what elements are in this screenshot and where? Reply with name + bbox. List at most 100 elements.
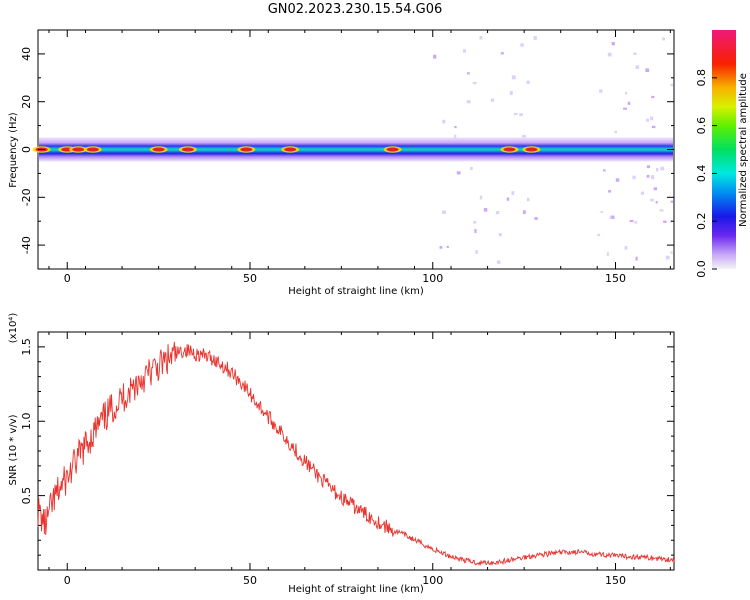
noise-speck	[670, 83, 673, 87]
noise-speck	[653, 187, 658, 191]
colorbar-tick-label: 0.8	[695, 69, 708, 87]
noise-speck	[533, 36, 537, 40]
noise-speck	[467, 72, 470, 75]
noise-speck	[633, 52, 637, 55]
snr-y-multiplier: (x10⁴)	[8, 313, 19, 344]
noise-speck	[624, 246, 628, 250]
spectrogram-panel: 0 50 100 150 -40 -20 0 20 40 Height of straight …	[8, 29, 675, 297]
noise-speck	[614, 130, 618, 134]
noise-speck	[523, 210, 526, 215]
noise-speck	[615, 178, 620, 182]
snr-ylabel: SNR (10 * v/v)	[8, 414, 19, 485]
noise-speck	[599, 89, 603, 93]
noise-speck	[645, 68, 650, 73]
noise-speck	[660, 166, 665, 171]
noise-speck	[526, 80, 530, 85]
noise-speck	[433, 54, 437, 59]
noise-speck	[659, 209, 664, 212]
spectral-peak	[503, 147, 516, 152]
noise-speck	[655, 201, 658, 204]
noise-speck	[635, 256, 638, 261]
noise-speck	[663, 220, 667, 223]
noise-speck	[627, 101, 631, 105]
snr-plot-area	[37, 341, 675, 566]
noise-speck	[513, 112, 518, 116]
spectrogram-ytick-label: 20	[20, 95, 33, 109]
noise-speck	[623, 107, 627, 110]
noise-speck	[439, 246, 443, 249]
spectral-peak	[525, 147, 538, 152]
snr-xtick-label: 50	[243, 574, 257, 587]
spectrogram-plot-area	[32, 36, 674, 264]
noise-speck	[442, 210, 446, 215]
noise-speck	[474, 228, 477, 233]
noise-speck	[669, 220, 673, 223]
noise-speck	[611, 41, 615, 46]
spectral-peak	[386, 147, 399, 152]
snr-ytick-label: 1.5	[20, 338, 33, 356]
snr-frame	[37, 331, 675, 571]
noise-speck	[506, 197, 510, 201]
spectrogram-axes: 0 50 100 150 -40 -20 0 20 40	[20, 29, 674, 285]
noise-speck	[526, 197, 530, 202]
noise-speck	[498, 233, 502, 237]
noise-speck	[632, 175, 636, 180]
spectrogram-ytick-label: 40	[20, 47, 33, 61]
noise-speck	[670, 251, 673, 254]
noise-speck	[603, 169, 606, 172]
spectrogram-xtick-label: 50	[243, 272, 257, 285]
noise-speck	[470, 166, 473, 171]
spectrogram-xtick-label: 150	[605, 272, 626, 285]
colorbar: 0.0 0.2 0.4 0.6 0.8 Normalized spectral ampl…	[695, 30, 749, 278]
spectral-band	[39, 137, 673, 162]
noise-speck	[597, 233, 601, 237]
snr-xtick-label: 100	[422, 574, 443, 587]
spectral-peak	[240, 147, 253, 152]
snr-axes: 0 50 100 150 0.5 1.0 1.5	[20, 332, 674, 587]
noise-speck	[646, 165, 650, 169]
noise-speck	[454, 125, 457, 129]
colorbar-tick-label: 0.0	[695, 260, 708, 278]
noise-speck	[442, 119, 446, 124]
noise-speck	[519, 113, 523, 117]
noise-speck	[495, 211, 500, 215]
noise-speck	[500, 52, 504, 55]
noise-speck	[510, 91, 513, 95]
noise-speck	[645, 118, 650, 122]
noise-speck	[607, 52, 612, 57]
spectral-peak	[284, 147, 297, 152]
colorbar-gradient	[712, 30, 736, 269]
noise-speck	[462, 49, 467, 53]
noise-speck	[456, 171, 461, 175]
noise-speck	[665, 255, 670, 260]
noise-speck	[479, 36, 483, 40]
snr-xlabel: Height of straight line (km)	[288, 584, 424, 595]
noise-speck	[479, 195, 483, 200]
spectrogram-ytick-label: -40	[20, 236, 33, 254]
noise-speck	[629, 219, 634, 223]
spectrogram-xtick-label: 0	[64, 272, 71, 285]
noise-speck	[475, 250, 478, 254]
noise-speck	[490, 98, 495, 102]
noise-speck	[454, 134, 457, 139]
noise-speck	[646, 174, 650, 178]
spectrogram-ytick-label: 0	[20, 146, 33, 153]
noise-speck	[651, 95, 655, 99]
noise-speck	[650, 198, 654, 202]
figure-title: GN02.2023.230.15.54.G06	[267, 2, 443, 17]
noise-speck	[496, 260, 501, 264]
snr-xtick-label: 0	[64, 574, 71, 587]
noise-speck	[483, 208, 488, 212]
noise-speck	[651, 175, 655, 180]
colorbar-tick-label: 0.2	[695, 212, 708, 230]
noise-speck	[625, 91, 628, 95]
noise-speck	[446, 245, 449, 248]
noise-speck	[608, 190, 612, 193]
colorbar-label: Normalized spectral amplitude	[738, 73, 749, 227]
noise-speck	[609, 216, 612, 219]
noise-speck	[472, 81, 477, 85]
spectrogram-ytick-label: -20	[20, 188, 33, 206]
noise-speck	[473, 221, 477, 224]
spectrogram-xlabel: Height of straight line (km)	[288, 286, 424, 297]
